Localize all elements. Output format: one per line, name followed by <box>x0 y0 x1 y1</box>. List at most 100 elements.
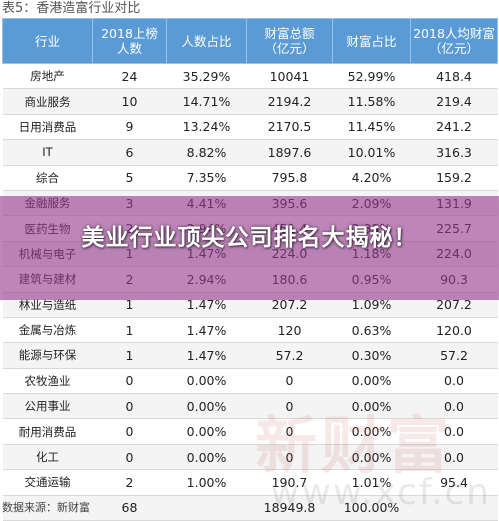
value-cell: 57.2 <box>246 342 333 369</box>
value-cell: 190.7 <box>246 469 333 496</box>
value-cell: 0.00% <box>166 368 247 395</box>
value-cell: 35.29% <box>166 63 247 90</box>
value-cell: 2 <box>92 469 167 496</box>
column-header: 行业 <box>2 18 93 64</box>
value-cell: 57.2 <box>410 342 498 369</box>
value-cell: 418.4 <box>410 63 498 90</box>
value-cell: 10 <box>92 88 167 115</box>
value-cell: 10.01% <box>332 139 411 166</box>
industry-cell: 化工 <box>2 444 93 471</box>
value-cell: 11.58% <box>332 88 411 115</box>
value-cell: 100.00% <box>332 495 411 521</box>
column-header: 2018人均财富 （亿元） <box>410 18 498 64</box>
value-cell: 1 <box>92 317 167 344</box>
value-cell: 7.35% <box>166 165 247 191</box>
value-cell: 1897.6 <box>246 139 333 166</box>
value-cell: 0.00% <box>332 418 411 445</box>
value-cell: 1.47% <box>166 317 247 344</box>
industry-cell: 综合 <box>2 165 93 191</box>
value-cell: 0.00% <box>166 393 247 420</box>
column-header: 财富占比 <box>332 18 411 64</box>
value-cell: 0.00% <box>332 444 411 471</box>
value-cell: 1 <box>92 342 167 369</box>
table-row: 金属与冶炼 1 1.47% 120 0.63% 120.0 <box>2 317 498 344</box>
value-cell: 18949.8 <box>246 495 333 521</box>
value-cell: 0.00% <box>166 444 247 471</box>
value-cell: 0.0 <box>410 368 498 395</box>
value-cell: 2170.5 <box>246 114 333 141</box>
table-row: 房地产 24 35.29% 10041 52.99% 418.4 <box>2 63 498 90</box>
value-cell: 6 <box>92 139 167 166</box>
value-cell: 120.0 <box>410 317 498 344</box>
headline-title: 美业行业顶尖公司排名大揭秘！ <box>81 225 418 251</box>
industry-cell: 金属与冶炼 <box>2 317 93 344</box>
table-row: 日用消费品 9 13.24% 2170.5 11.45% 241.2 <box>2 114 498 141</box>
value-cell: 219.4 <box>410 88 498 115</box>
value-cell: 0 <box>92 418 167 445</box>
value-cell: 795.8 <box>246 165 333 191</box>
value-cell: 0.0 <box>410 418 498 445</box>
value-cell: 0.00% <box>332 393 411 420</box>
value-cell: 14.71% <box>166 88 247 115</box>
value-cell: 0 <box>92 444 167 471</box>
value-cell: 0.30% <box>332 342 411 369</box>
industry-cell: IT <box>2 139 93 166</box>
value-cell: 8.82% <box>166 139 247 166</box>
value-cell: 0 <box>246 368 333 395</box>
value-cell: 0 <box>246 444 333 471</box>
industry-cell: 商业服务 <box>2 88 93 115</box>
value-cell: 95.4 <box>410 469 498 496</box>
table-header-row: 行业 2018上榜 人数 人数占比 财富总额 （亿元） 财富占比 2018人均财富 （亿元） <box>2 18 498 64</box>
value-cell: 4.20% <box>332 165 411 191</box>
table-row: 商业服务 10 14.71% 2194.2 11.58% 219.4 <box>2 88 498 115</box>
industry-cell: 公用事业 <box>2 393 93 420</box>
value-cell: 5 <box>92 165 167 191</box>
table-row: 公用事业 0 0.00% 0 0.00% 0.0 <box>2 393 498 420</box>
value-cell: 68 <box>92 495 167 521</box>
value-cell: 0.0 <box>410 393 498 420</box>
table-row: 交通运输 2 1.00% 190.7 1.01% 95.4 <box>2 469 498 496</box>
column-header: 2018上榜 人数 <box>92 18 167 64</box>
source-note: 数据来源：新财富 <box>2 501 90 514</box>
value-cell: 1.47% <box>166 342 247 369</box>
table-row: 能源与环保 1 1.47% 57.2 0.30% 57.2 <box>2 342 498 369</box>
value-cell: 10041 <box>246 63 333 90</box>
industry-cell: 日用消费品 <box>2 114 93 141</box>
table-row: 综合 5 7.35% 795.8 4.20% 159.2 <box>2 165 498 191</box>
value-cell: 0 <box>246 393 333 420</box>
industry-cell: 能源与环保 <box>2 342 93 369</box>
column-header: 人数占比 <box>166 18 247 64</box>
table-row: 化工 0 0.00% 0 0.00% 0.0 <box>2 444 498 471</box>
value-cell: 0 <box>246 418 333 445</box>
value-cell: 0.63% <box>332 317 411 344</box>
value-cell: 120 <box>246 317 333 344</box>
industry-cell: 耐用消费品 <box>2 418 93 445</box>
value-cell <box>166 495 247 521</box>
value-cell: 2194.2 <box>246 88 333 115</box>
column-header: 财富总额 （亿元） <box>246 18 333 64</box>
table-row: 农牧渔业 0 0.00% 0 0.00% 0.0 <box>2 368 498 395</box>
industry-cell: 房地产 <box>2 63 93 90</box>
value-cell: 316.3 <box>410 139 498 166</box>
value-cell: 0 <box>92 393 167 420</box>
table-row: IT 6 8.82% 1897.6 10.01% 316.3 <box>2 139 498 166</box>
industry-cell: 交通运输 <box>2 469 93 496</box>
table-row: 耐用消费品 0 0.00% 0 0.00% 0.0 <box>2 418 498 445</box>
value-cell: 0.00% <box>332 368 411 395</box>
value-cell: 24 <box>92 63 167 90</box>
value-cell: 0.00% <box>166 418 247 445</box>
industry-cell: 农牧渔业 <box>2 368 93 395</box>
value-cell: 1.00% <box>166 469 247 496</box>
headline-overlay <box>0 196 499 300</box>
value-cell: 1.01% <box>332 469 411 496</box>
value-cell: 0 <box>92 368 167 395</box>
table-caption: 表5：香港造富行业对比 <box>2 1 141 16</box>
value-cell: 52.99% <box>332 63 411 90</box>
value-cell: 159.2 <box>410 165 498 191</box>
value-cell <box>410 495 498 521</box>
value-cell: 11.45% <box>332 114 411 141</box>
value-cell: 9 <box>92 114 167 141</box>
value-cell: 0.0 <box>410 444 498 471</box>
value-cell: 241.2 <box>410 114 498 141</box>
value-cell: 13.24% <box>166 114 247 141</box>
